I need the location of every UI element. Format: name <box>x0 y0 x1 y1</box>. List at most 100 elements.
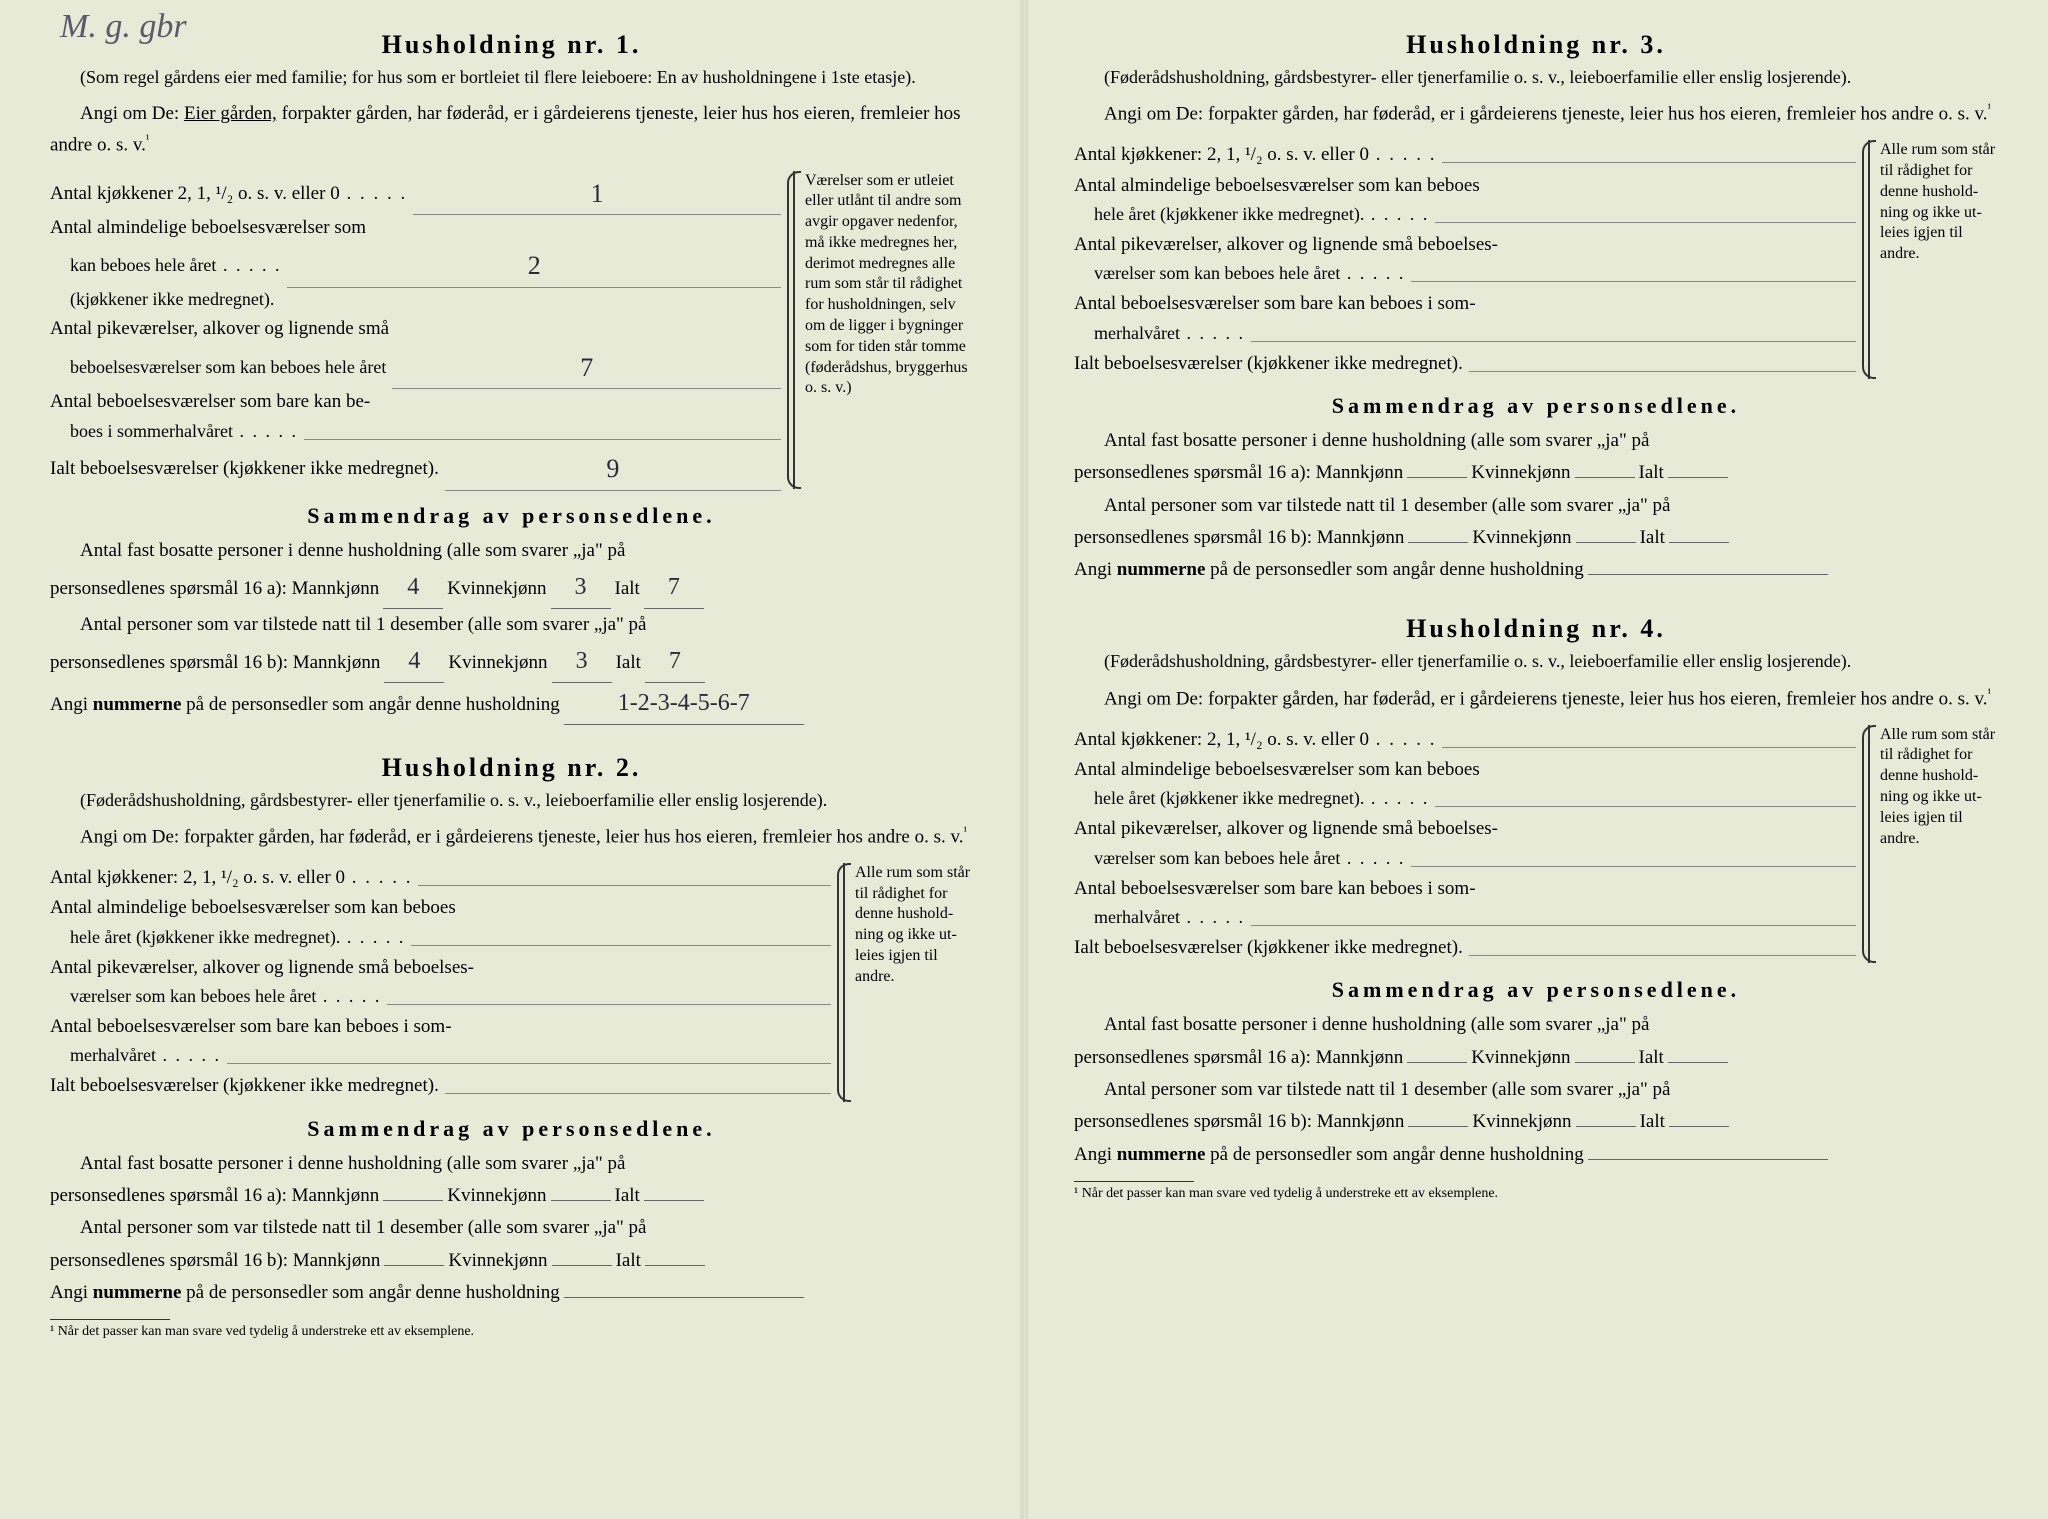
kjokkener-value-2 <box>418 885 831 886</box>
ialt-b-3 <box>1669 542 1729 543</box>
pike-label-a: Antal pikeværelser, alkover og lignende … <box>50 314 389 343</box>
prompt-intro-2: Angi om De: <box>80 826 179 847</box>
household-3-form: Antal kjøkkener: 2, 1, ¹/₂ o. s. v. elle… <box>1074 140 1998 379</box>
sommer-a-3: Antal beboelsesværelser som bare kan beb… <box>1074 289 1476 318</box>
kvinne-b-4 <box>1576 1126 1636 1127</box>
title-prefix-3: Husholdning nr. <box>1406 30 1631 59</box>
angi: Angi <box>50 689 88 721</box>
ialt-a-3l: Ialt <box>1639 457 1664 489</box>
kvinne-b-3l: Kvinnekjønn <box>1472 522 1571 554</box>
fast-bosatte-4: Antal fast bosatte personer i denne hush… <box>1074 1009 1998 1041</box>
footnote-rule-right <box>1074 1181 1194 1182</box>
household-2-num: 2. <box>616 753 642 782</box>
household-1-title: Husholdning nr. 1. <box>50 30 973 60</box>
prompt-rest-2: forpakter gården, har føderåd, er i gård… <box>184 826 964 847</box>
sup-1: ¹ <box>146 132 150 146</box>
household-2-prompt: Angi om De: forpakter gården, har føderå… <box>50 822 973 853</box>
ialt-a-1: 7 <box>644 567 704 609</box>
kvinne-b-3 <box>1576 542 1636 543</box>
kjokkener-label-2: Antal kjøkkener: 2, 1, ¹/₂ o. s. v. elle… <box>50 863 412 892</box>
household-4-prompt: Angi om De: forpakter gården, har føderå… <box>1074 684 1998 715</box>
household-3-num: 3. <box>1640 30 1666 59</box>
kjokkener-label: Antal kjøkkener 2, 1, ¹/₂ o. s. v. eller… <box>50 179 407 208</box>
alm-label-a: Antal almindelige beboelsesværelser som <box>50 213 366 242</box>
sommer-value <box>304 439 781 440</box>
ialt-label: Ialt beboelsesværelser (kjøkkener ikke m… <box>50 454 439 483</box>
sup-2: ¹ <box>964 824 968 838</box>
title-prefix-2: Husholdning nr. <box>382 753 607 782</box>
sp16a-4: personsedlenes spørsmål 16 a): Mannkjønn <box>1074 1042 1403 1074</box>
household-1-num: 1. <box>616 30 642 59</box>
numre-label: på de personsedler som angår denne husho… <box>186 689 560 721</box>
alm-b-3: hele året (kjøkkener ikke medregnet). <box>1074 201 1429 229</box>
alm-b-2: hele året (kjøkkener ikke medregnet). <box>50 924 405 952</box>
household-1-form: Antal kjøkkener 2, 1, ¹/₂ o. s. v. eller… <box>50 171 973 489</box>
tilstede-2: Antal personer som var tilstede natt til… <box>50 1212 973 1244</box>
row-16b-4: personsedlenes spørsmål 16 b): Mannkjønn… <box>1074 1106 1998 1138</box>
ialt-b-label: Ialt <box>616 647 641 679</box>
fast-bosatte-3: Antal fast bosatte personer i denne hush… <box>1074 425 1998 457</box>
numre-row-3: Angi nummerne på de personsedler som ang… <box>1074 554 1998 586</box>
alm-b-4: hele året (kjøkkener ikke medregnet). <box>1074 785 1429 813</box>
kvinne-b-1: 3 <box>552 641 612 683</box>
household-1: Husholdning nr. 1. (Som regel gårdens ei… <box>50 30 973 725</box>
kjokkener-value-3 <box>1442 162 1856 163</box>
row-16a-4: personsedlenes spørsmål 16 a): Mannkjønn… <box>1074 1042 1998 1074</box>
row-16b-2: personsedlenes spørsmål 16 b): Mannkjønn… <box>50 1245 973 1277</box>
pike-value-2 <box>387 1004 831 1005</box>
footnote-left: ¹ Når det passer kan man svare ved tydel… <box>50 1324 973 1340</box>
kjokkener-value-4 <box>1442 747 1856 748</box>
ialt-b-2l: Ialt <box>616 1245 641 1277</box>
household-2-subtitle: (Føderådshusholdning, gårdsbestyrer- ell… <box>50 789 973 812</box>
tilstede-3: Antal personer som var tilstede natt til… <box>1074 490 1998 522</box>
sommer-value-2 <box>227 1063 831 1064</box>
nummerne-2: nummerne <box>93 1277 182 1309</box>
pike-a-2: Antal pikeværelser, alkover og lignende … <box>50 953 474 982</box>
kvinne-a-2 <box>551 1200 611 1201</box>
mann-a-1: 4 <box>383 567 443 609</box>
row-16a-1: personsedlenes spørsmål 16 a): Mannkjønn… <box>50 567 973 609</box>
mann-a-3 <box>1407 477 1467 478</box>
alm-value-4 <box>1435 806 1856 807</box>
ialt-value-3 <box>1469 371 1856 372</box>
sammendrag-1: Sammendrag av personsedlene. <box>50 503 973 529</box>
kvinne-b-2 <box>552 1265 612 1266</box>
numre-1: 1-2-3-4-5-6-7 <box>564 683 804 725</box>
numre-label-4: på de personsedler som angår denne husho… <box>1210 1139 1584 1171</box>
angi-3: Angi <box>1074 554 1112 586</box>
ialt-b-4l: Ialt <box>1640 1106 1665 1138</box>
fast-bosatte-1: Antal fast bosatte personer i denne hush… <box>50 535 973 567</box>
pike-value-4 <box>1411 866 1856 867</box>
kjokkener-label-3: Antal kjøkkener: 2, 1, ¹/₂ o. s. v. elle… <box>1074 140 1436 169</box>
kvinne-a-1: 3 <box>551 567 611 609</box>
sp16a-2: personsedlenes spørsmål 16 a): Mannkjønn <box>50 1180 379 1212</box>
sommer-b-3: merhalvåret <box>1074 320 1245 348</box>
numre-row-2: Angi nummerne på de personsedler som ang… <box>50 1277 973 1309</box>
ialt-a-4l: Ialt <box>1639 1042 1664 1074</box>
alm-note: (kjøkkener ikke medregnet). <box>70 286 274 314</box>
ialt-b-3l: Ialt <box>1640 522 1665 554</box>
numre-3 <box>1588 574 1828 575</box>
kvinne-4: Kvinnekjønn <box>1471 1042 1570 1074</box>
mann-b-4 <box>1408 1126 1468 1127</box>
mann-b-1: 4 <box>384 641 444 683</box>
pike-a-3: Antal pikeværelser, alkover og lignende … <box>1074 230 1498 259</box>
kjokkener-value: 1 <box>413 174 781 215</box>
household-4: Husholdning nr. 4. (Føderådshusholdning,… <box>1074 614 1998 1201</box>
footnote-right: ¹ Når det passer kan man svare ved tydel… <box>1074 1186 1998 1202</box>
alm-value-2 <box>411 945 831 946</box>
prompt-intro: Angi om De: <box>80 103 179 124</box>
sommer-a-4: Antal beboelsesværelser som bare kan beb… <box>1074 874 1476 903</box>
household-4-form: Antal kjøkkener: 2, 1, ¹/₂ o. s. v. elle… <box>1074 725 1998 964</box>
household-3-subtitle: (Føderådshusholdning, gårdsbestyrer- ell… <box>1074 66 1998 89</box>
nummerne: nummerne <box>93 689 182 721</box>
form-lines-4: Antal kjøkkener: 2, 1, ¹/₂ o. s. v. elle… <box>1074 725 1856 964</box>
numre-row-1: Angi nummerne på de personsedler som ang… <box>50 683 973 725</box>
ialt-b-2 <box>645 1265 705 1266</box>
kvinne-label-b: Kvinnekjønn <box>448 647 547 679</box>
household-3: Husholdning nr. 3. (Føderådshusholdning,… <box>1074 30 1998 586</box>
sp16a-3: personsedlenes spørsmål 16 a): Mannkjønn <box>1074 457 1403 489</box>
title-prefix: Husholdning nr. <box>382 30 607 59</box>
kvinne-2: Kvinnekjønn <box>447 1180 546 1212</box>
kvinne-3: Kvinnekjønn <box>1471 457 1570 489</box>
